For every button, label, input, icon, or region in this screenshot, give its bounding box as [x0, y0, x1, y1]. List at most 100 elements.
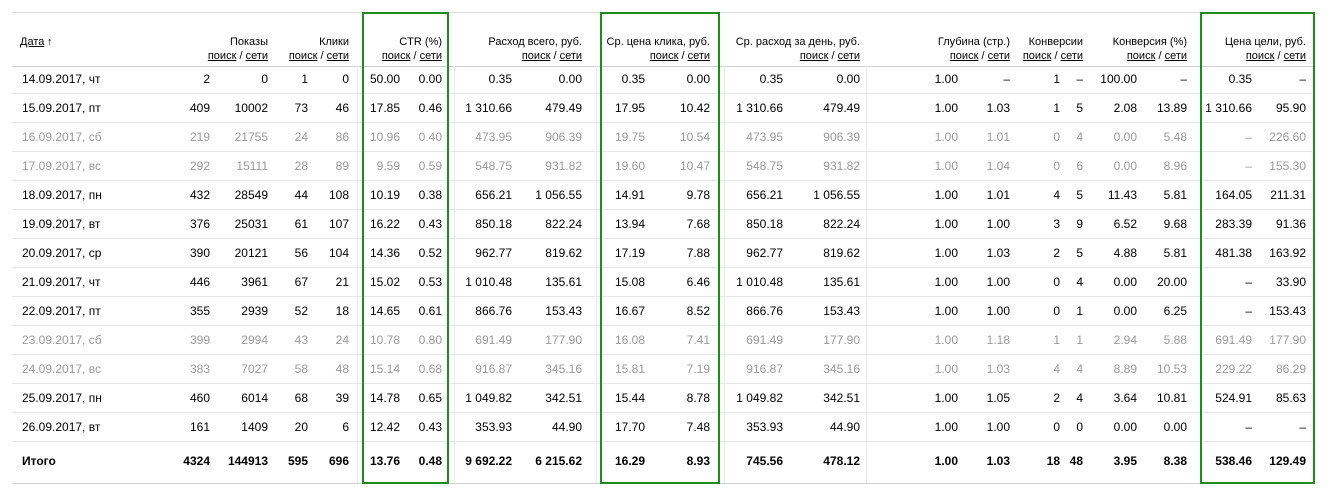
sub-column-link[interactable]: поиск: [799, 50, 829, 62]
sort-date-link[interactable]: Дата: [20, 36, 45, 48]
cell: 962.77: [475, 246, 512, 260]
cell: 16.08: [614, 333, 645, 347]
cell: 1.00: [934, 304, 958, 318]
cell: 866.76: [475, 304, 512, 318]
cell: 153.43: [545, 304, 582, 318]
column-divider: [596, 66, 597, 483]
cell: 383: [189, 362, 210, 376]
cell: 1.04: [986, 159, 1010, 173]
sub-column-link[interactable]: поиск: [521, 50, 551, 62]
cell: 0.35: [759, 72, 783, 86]
cell: 10.42: [679, 101, 710, 115]
cell: 16.29: [614, 454, 645, 468]
column-divider: [866, 66, 867, 483]
sub-column-link[interactable]: сети: [687, 50, 710, 62]
cell: 2939: [241, 304, 268, 318]
row-label: 22.09.2017, пт: [22, 304, 101, 318]
sub-column-link[interactable]: поиск: [207, 50, 237, 62]
cell: 0.52: [418, 246, 442, 260]
cell: 1.03: [986, 246, 1010, 260]
sub-column-link[interactable]: поиск: [1245, 50, 1275, 62]
sub-column-link[interactable]: поиск: [1126, 50, 1156, 62]
sub-column-link[interactable]: поиск: [649, 50, 679, 62]
sub-column-link[interactable]: сети: [245, 50, 268, 62]
sub-column-link[interactable]: поиск: [949, 50, 979, 62]
cell: 7.19: [686, 362, 710, 376]
cell: –: [1003, 72, 1010, 86]
cell: 9 692.22: [465, 454, 512, 468]
cell: 135.61: [823, 275, 860, 289]
cell: 28: [294, 159, 308, 173]
cell: 56: [294, 246, 308, 260]
cell: 656.21: [746, 188, 783, 202]
cell: 219: [189, 130, 210, 144]
cell: 17.19: [614, 246, 645, 260]
cell: 1 310.66: [736, 101, 783, 115]
cell: 595: [287, 454, 308, 468]
sub-column-link[interactable]: поиск: [1022, 50, 1052, 62]
cell: 409: [189, 101, 210, 115]
sub-column-link[interactable]: сети: [837, 50, 860, 62]
row-label: 14.09.2017, чт: [22, 72, 101, 86]
cell: 0.59: [418, 159, 442, 173]
cell: 819.62: [823, 246, 860, 260]
cell: 8.52: [686, 304, 710, 318]
sub-column-link[interactable]: сети: [326, 50, 349, 62]
cell: 1 049.82: [736, 391, 783, 405]
cell: –: [1299, 72, 1306, 86]
cell: 0: [342, 72, 349, 86]
sub-column-link[interactable]: сети: [1060, 50, 1083, 62]
cell: 0.00: [1113, 420, 1137, 434]
cell: –: [1180, 72, 1187, 86]
cell: 91.36: [1275, 217, 1306, 231]
cell: 153.43: [823, 304, 860, 318]
sub-column-link[interactable]: сети: [419, 50, 442, 62]
sub-column-link[interactable]: поиск: [288, 50, 318, 62]
sub-column-link[interactable]: сети: [559, 50, 582, 62]
cell: 376: [189, 217, 210, 231]
cell: 17.85: [369, 101, 400, 115]
cell: 399: [189, 333, 210, 347]
cell: 24: [294, 130, 308, 144]
cell: 24: [335, 333, 349, 347]
cell: 1 056.55: [813, 188, 860, 202]
cell: 0: [1076, 420, 1083, 434]
cell: 161: [189, 420, 210, 434]
cell: 524.91: [1215, 391, 1252, 405]
cell: 28549: [234, 188, 268, 202]
column-title: Расход всего, руб.: [488, 36, 582, 48]
cell: 15111: [236, 159, 268, 173]
cell: –: [1245, 420, 1252, 434]
cell: 353.93: [475, 420, 512, 434]
cell: 15.08: [614, 275, 645, 289]
cell: 95.90: [1275, 101, 1306, 115]
column-title: CTR (%): [399, 36, 442, 48]
cell: 6: [1076, 159, 1083, 173]
row-divider: [12, 325, 1315, 326]
cell: 822.24: [823, 217, 860, 231]
sub-column-link[interactable]: поиск: [381, 50, 411, 62]
cell: 86.29: [1275, 362, 1306, 376]
highlight-box: [600, 12, 720, 484]
cell: 25031: [234, 217, 268, 231]
sub-column-link[interactable]: сети: [1164, 50, 1187, 62]
cell: 6.52: [1113, 217, 1137, 231]
cell: 155.30: [1269, 159, 1306, 173]
sub-column-link[interactable]: сети: [1283, 50, 1306, 62]
cell: 11.43: [1107, 188, 1137, 202]
cell: 135.61: [545, 275, 582, 289]
cell: 17.70: [614, 420, 645, 434]
sub-column-link[interactable]: сети: [987, 50, 1010, 62]
cell: 107: [328, 217, 349, 231]
cell: 0.00: [1113, 304, 1137, 318]
cell: 50.00: [369, 72, 400, 86]
cell: 1409: [241, 420, 268, 434]
cell: 33.90: [1275, 275, 1306, 289]
cell: –: [1245, 159, 1252, 173]
separator: /: [1277, 50, 1281, 62]
header-border: [12, 66, 1315, 67]
cell: 44.90: [551, 420, 582, 434]
cell: 1: [1053, 72, 1060, 86]
separator: /: [413, 50, 417, 62]
